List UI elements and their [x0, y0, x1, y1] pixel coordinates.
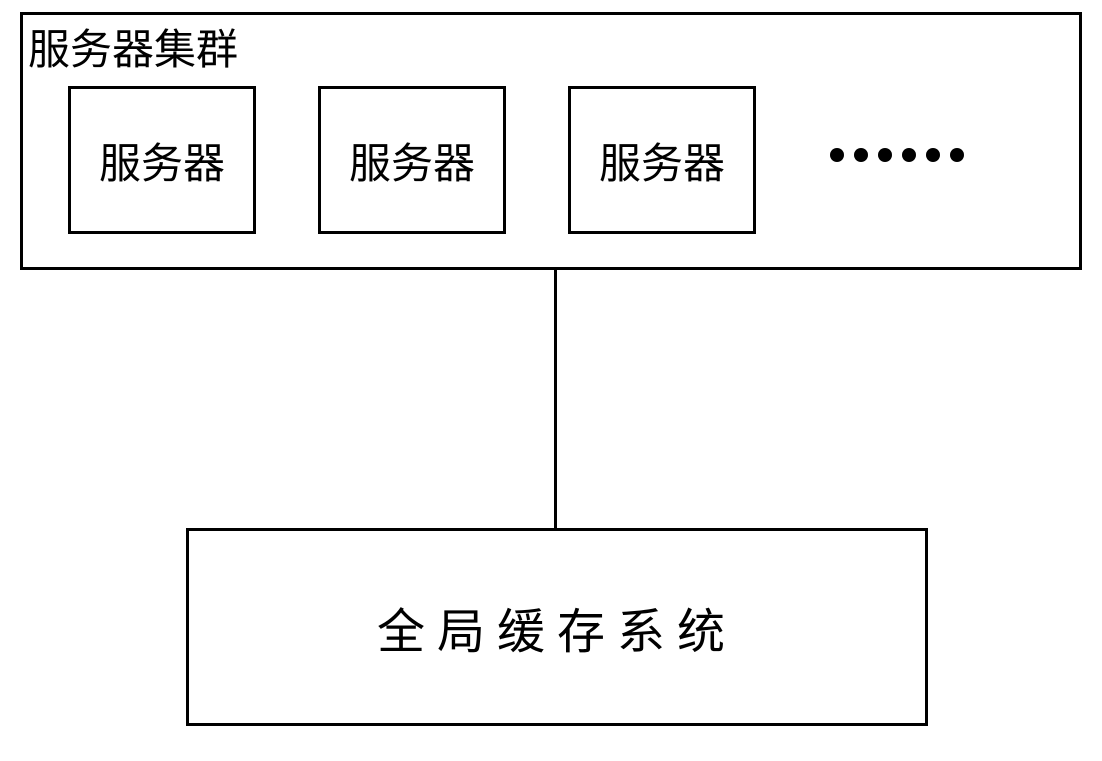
global-cache-box: 全局缓存系统: [186, 528, 928, 726]
dot-icon: [926, 148, 940, 162]
dot-icon: [854, 148, 868, 162]
dot-icon: [878, 148, 892, 162]
ellipsis-icon: [830, 148, 964, 162]
server-label: 服务器: [599, 130, 725, 191]
dot-icon: [830, 148, 844, 162]
server-label: 服务器: [99, 130, 225, 191]
global-cache-label: 全局缓存系统: [377, 592, 737, 662]
server-box-2: 服务器: [318, 86, 506, 234]
connector-line: [554, 270, 557, 528]
server-cluster-label: 服务器集群: [28, 16, 238, 77]
server-box-1: 服务器: [68, 86, 256, 234]
server-box-3: 服务器: [568, 86, 756, 234]
dot-icon: [950, 148, 964, 162]
dot-icon: [902, 148, 916, 162]
server-label: 服务器: [349, 130, 475, 191]
